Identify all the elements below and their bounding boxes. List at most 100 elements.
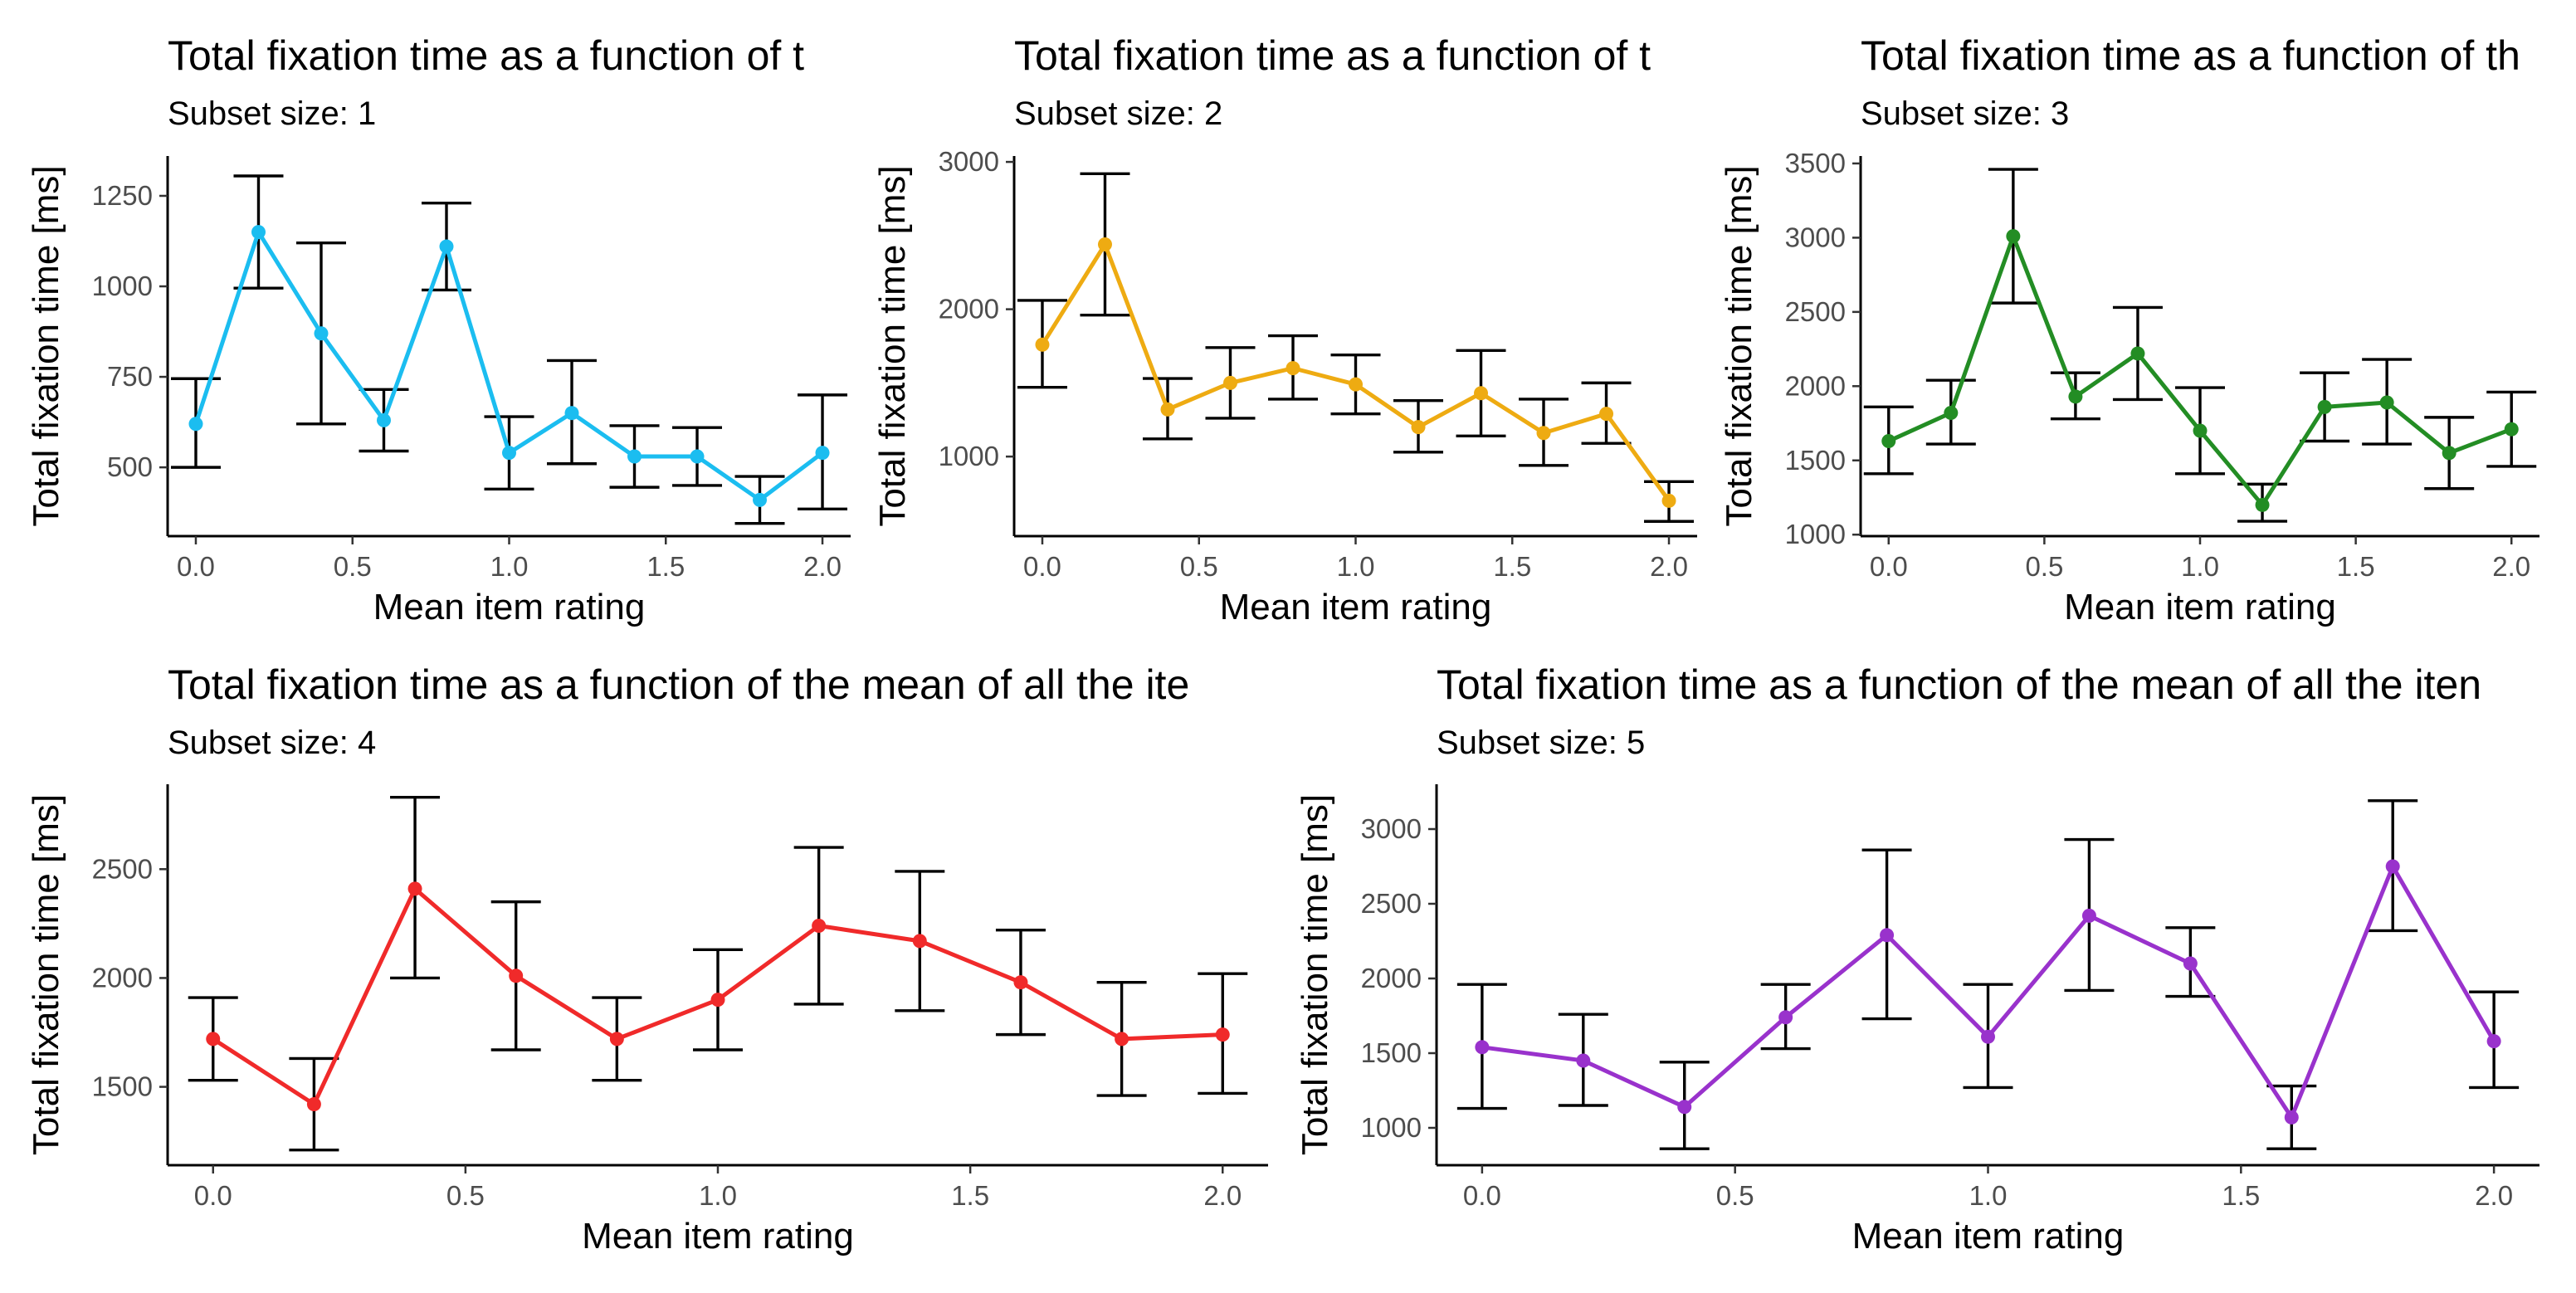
data-point — [1880, 928, 1895, 943]
x-axis-title: Mean item rating — [2064, 587, 2336, 627]
y-tick-label: 2000 — [939, 294, 999, 324]
data-point — [439, 239, 454, 254]
x-tick-label: 1.5 — [646, 551, 685, 582]
x-tick-label: 1.5 — [951, 1180, 989, 1211]
data-point — [1097, 237, 1112, 252]
x-tick-label: 1.0 — [2181, 551, 2219, 582]
chart-panel-1: Total fixation time as a function of t Su… — [26, 32, 851, 627]
x-tick-label: 1.0 — [1337, 551, 1375, 582]
data-point — [1035, 337, 1050, 352]
x-tick-label: 2.0 — [803, 551, 842, 582]
y-tick-label: 500 — [107, 451, 153, 482]
data-point — [2193, 423, 2208, 438]
x-tick-label: 1.5 — [1493, 551, 1531, 582]
data-point — [314, 326, 329, 341]
chart-title: Total fixation time as a function of the… — [168, 661, 1189, 708]
data-point — [1411, 420, 1426, 435]
y-axis-title: Total fixation time [ms] — [872, 165, 913, 526]
chart-title: Total fixation time as a function of the… — [1437, 661, 2481, 708]
x-tick-label: 0.0 — [1870, 551, 1908, 582]
x-tick-label: 0.0 — [194, 1180, 232, 1211]
data-point — [1677, 1100, 1692, 1115]
data-point — [1661, 493, 1676, 508]
data-point — [912, 934, 927, 949]
data-point — [1599, 407, 1614, 422]
data-point — [502, 446, 516, 461]
data-point — [1160, 402, 1175, 417]
chart-title: Total fixation time as a function of t — [1014, 32, 1651, 79]
data-point — [376, 412, 391, 427]
y-tick-label: 3500 — [1785, 148, 1846, 178]
data-point — [710, 993, 725, 1008]
x-tick-label: 1.0 — [1969, 1180, 2008, 1211]
y-tick-label: 3000 — [1785, 222, 1846, 252]
x-axis-title: Mean item rating — [1852, 1216, 2125, 1256]
y-tick-label: 1500 — [92, 1071, 153, 1102]
data-point — [690, 449, 705, 464]
x-tick-label: 2.0 — [2492, 551, 2530, 582]
x-tick-label: 2.0 — [1650, 551, 1688, 582]
x-tick-label: 1.5 — [2337, 551, 2375, 582]
y-tick-label: 1000 — [939, 441, 999, 471]
x-axis-title: Mean item rating — [373, 587, 646, 627]
x-tick-label: 0.0 — [1023, 551, 1061, 582]
data-point — [1013, 975, 1028, 990]
x-tick-label: 1.5 — [2222, 1180, 2260, 1211]
chart-panel-3: Total fixation time as a function of th S… — [1719, 32, 2539, 627]
data-point — [2183, 956, 2198, 971]
x-tick-label: 0.0 — [177, 551, 215, 582]
data-point — [1474, 386, 1489, 401]
chart-subtitle: Subset size: 4 — [168, 725, 376, 761]
data-point — [2317, 399, 2332, 414]
data-point — [1215, 1027, 1230, 1042]
y-axis-title: Total fixation time [ms] — [1295, 794, 1335, 1155]
data-point — [188, 417, 203, 432]
data-point — [1349, 377, 1363, 392]
chart-subtitle: Subset size: 2 — [1014, 95, 1222, 132]
x-tick-label: 1.0 — [699, 1180, 737, 1211]
y-tick-label: 1500 — [1785, 445, 1846, 476]
chart-title: Total fixation time as a function of t — [168, 32, 804, 79]
data-point — [812, 918, 827, 933]
x-tick-label: 0.5 — [2025, 551, 2063, 582]
y-axis-title: Total fixation time [ms] — [1719, 165, 1759, 526]
data-point — [2284, 1110, 2299, 1125]
data-point — [2486, 1034, 2501, 1049]
data-point — [1475, 1040, 1490, 1055]
data-point — [1536, 426, 1551, 441]
chart-panel-4: Total fixation time as a function of the… — [26, 661, 1268, 1256]
x-axis-title: Mean item rating — [582, 1216, 854, 1256]
x-tick-label: 0.5 — [1180, 551, 1218, 582]
y-tick-label: 2000 — [1361, 963, 1422, 993]
x-tick-label: 1.0 — [490, 551, 529, 582]
chart-subtitle: Subset size: 3 — [1861, 95, 2069, 132]
y-tick-label: 1000 — [1361, 1112, 1422, 1143]
y-tick-label: 2000 — [1785, 370, 1846, 401]
x-tick-label: 0.5 — [446, 1180, 485, 1211]
chart-subtitle: Subset size: 5 — [1437, 725, 1645, 761]
data-point — [609, 1032, 624, 1047]
data-point — [2442, 446, 2456, 461]
data-point — [627, 449, 642, 464]
chart-panel-5: Total fixation time as a function of the… — [1295, 661, 2539, 1256]
data-point — [1881, 434, 1896, 448]
data-point — [815, 446, 830, 461]
x-tick-label: 0.5 — [1716, 1180, 1754, 1211]
data-point — [1778, 1010, 1793, 1025]
data-point — [1981, 1029, 1995, 1044]
data-point — [753, 492, 768, 507]
data-point — [2504, 422, 2519, 437]
data-point — [206, 1032, 221, 1047]
data-point — [2068, 389, 2083, 404]
data-point — [407, 881, 422, 896]
x-tick-label: 2.0 — [2475, 1180, 2513, 1211]
data-point — [2081, 908, 2096, 923]
data-point — [2379, 395, 2394, 410]
y-tick-label: 1000 — [92, 271, 153, 301]
x-tick-label: 0.5 — [334, 551, 372, 582]
data-point — [251, 225, 266, 240]
data-point — [2255, 497, 2270, 512]
data-point — [1944, 406, 1959, 421]
x-axis-title: Mean item rating — [1220, 587, 1492, 627]
